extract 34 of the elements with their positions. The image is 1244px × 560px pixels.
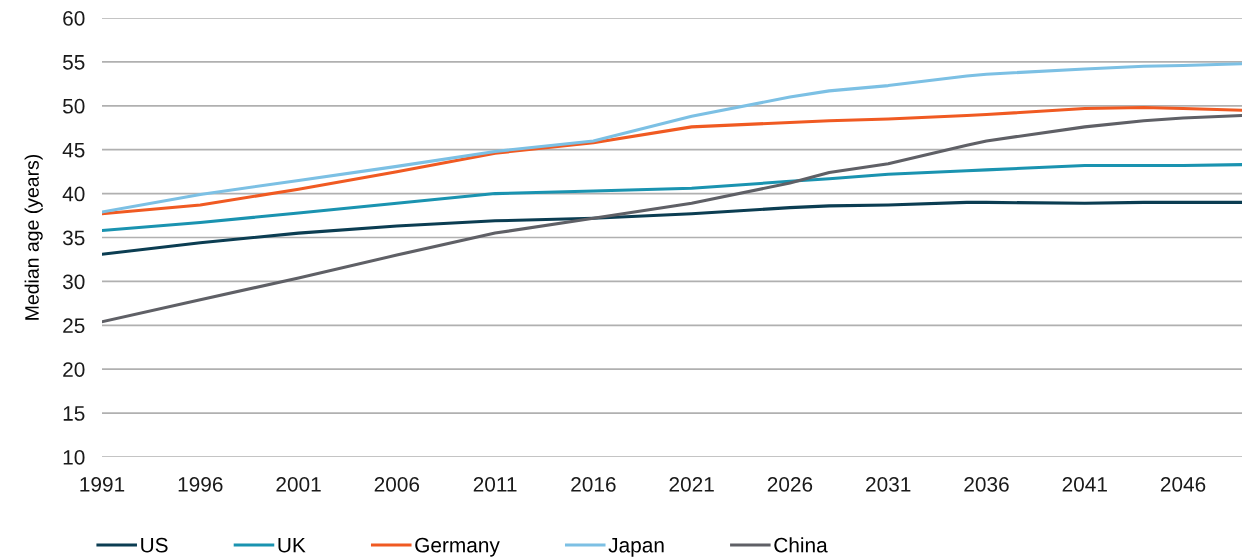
y-tick-label: 35 — [62, 230, 85, 246]
y-tick-label: 25 — [63, 318, 85, 334]
line-series — [102, 163, 1242, 233]
x-tick-label: 2026 — [767, 476, 813, 492]
x-tick-label: 2016 — [571, 476, 616, 492]
x-tick-label: 1996 — [178, 476, 223, 492]
y-tick-label: 20 — [63, 362, 85, 377]
y-axis-title: Median age (years) — [24, 154, 43, 320]
y-tick-label: 60 — [63, 11, 85, 26]
y-tick-label: 30 — [62, 274, 85, 290]
y-tick-label: 15 — [63, 406, 85, 421]
x-tick-label: 2036 — [964, 476, 1009, 492]
x-tick-label: 2046 — [1160, 476, 1206, 492]
x-tick-label: 2011 — [473, 476, 517, 492]
x-tick-label: 2006 — [374, 476, 420, 492]
y-tick-label: 45 — [62, 142, 85, 158]
x-tick-label: 2031 — [866, 476, 911, 492]
legend-label: Germany — [415, 537, 500, 557]
y-tick-label: 55 — [63, 55, 85, 70]
y-tick-label: 40 — [62, 186, 85, 202]
x-tick-label: 1991 — [80, 476, 125, 492]
line-series — [102, 113, 1242, 324]
legend-label: US — [141, 537, 168, 553]
legend-label: China — [774, 537, 828, 553]
legend-label: UK — [278, 537, 306, 553]
y-tick-label: 50 — [63, 98, 85, 114]
line-series — [102, 200, 1242, 256]
line-series — [102, 106, 1242, 216]
y-tick-label: 10 — [63, 450, 85, 465]
legend-label: Japan — [608, 537, 664, 557]
x-tick-label: 2041 — [1062, 476, 1107, 492]
x-tick-label: 2021 — [669, 476, 714, 492]
line-series — [102, 62, 1242, 214]
x-tick-label: 2001 — [276, 476, 321, 492]
